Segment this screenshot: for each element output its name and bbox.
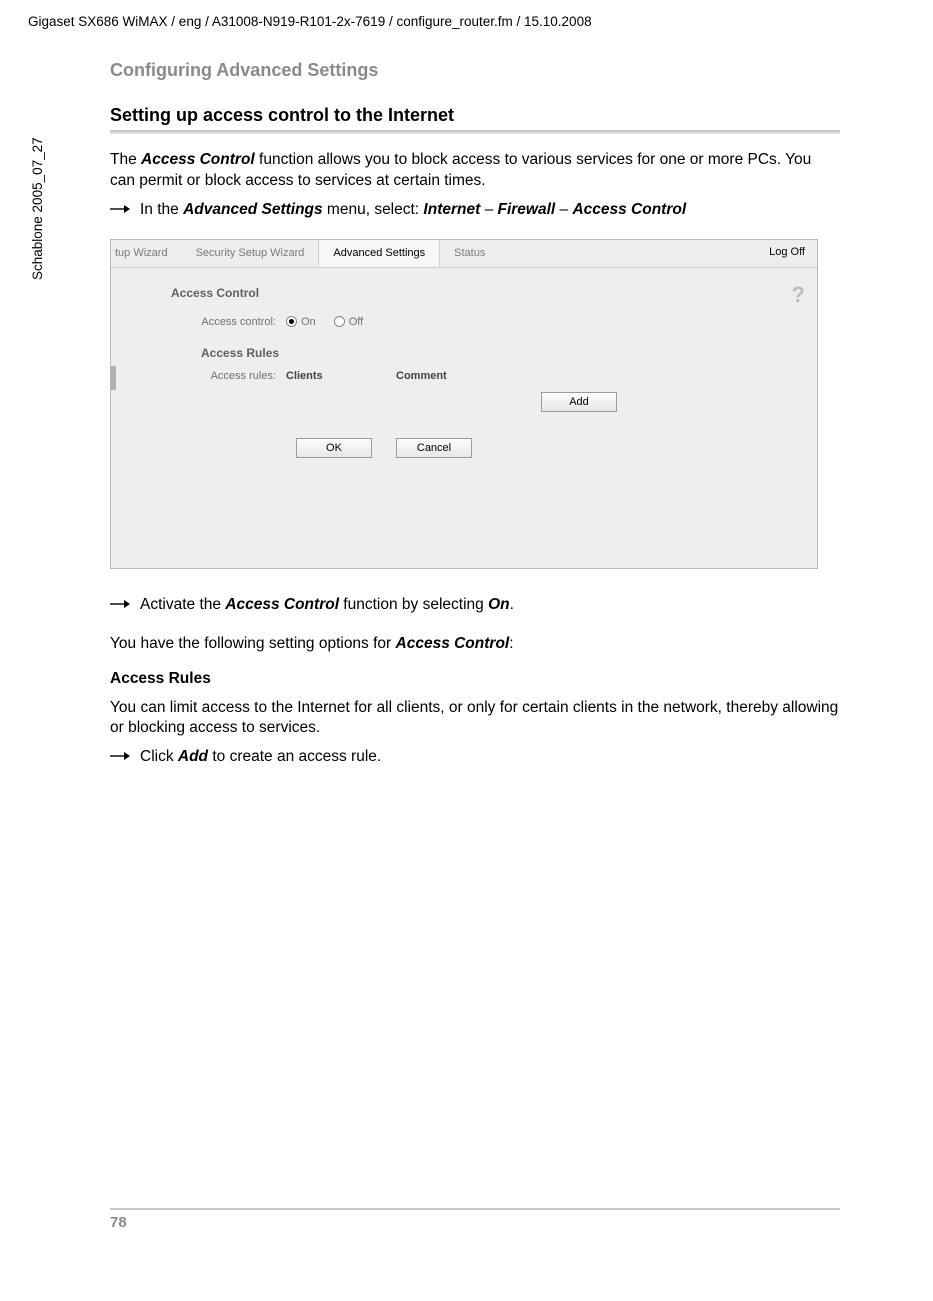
tab-status[interactable]: Status: [440, 240, 499, 267]
click-prefix: Click: [140, 748, 178, 765]
access-rules-label: Access rules:: [171, 370, 286, 382]
access-rules-heading: Access Rules: [110, 669, 840, 690]
radio-off[interactable]: [334, 316, 345, 327]
options-end: :: [509, 635, 513, 652]
options-line: You have the following setting options f…: [110, 634, 840, 655]
nav-instruction: In the Advanced Settings menu, select: I…: [140, 200, 686, 221]
add-button[interactable]: Add: [541, 392, 617, 412]
radio-on-label: On: [301, 316, 316, 328]
nav-path-1: Internet: [423, 201, 480, 218]
nav-sep-1: –: [480, 201, 497, 218]
arrow-icon: [110, 204, 130, 214]
nav-path-2: Firewall: [498, 201, 556, 218]
router-ui-screenshot: tup Wizard Security Setup Wizard Advance…: [110, 239, 818, 569]
activate-line: Activate the Access Control function by …: [140, 595, 514, 616]
access-rules-body: You can limit access to the Internet for…: [110, 698, 840, 740]
activate-prefix: Activate the: [140, 596, 225, 613]
page-number: 78: [110, 1208, 840, 1231]
section-title: Configuring Advanced Settings: [110, 60, 840, 81]
access-control-radio-group: On Off: [286, 316, 363, 328]
ok-button[interactable]: OK: [296, 438, 372, 458]
activate-on: On: [488, 596, 510, 613]
side-handle: [110, 366, 116, 390]
tab-setup-wizard-partial[interactable]: tup Wizard: [111, 240, 182, 267]
radio-on[interactable]: [286, 316, 297, 327]
intro-bold-1: Access Control: [141, 151, 255, 168]
activate-bold: Access Control: [225, 596, 339, 613]
col-header-clients: Clients: [286, 370, 396, 382]
nav-sep-2: –: [555, 201, 572, 218]
click-add-line: Click Add to create an access rule.: [140, 747, 381, 768]
intro-text-1: The: [110, 151, 141, 168]
cancel-button[interactable]: Cancel: [396, 438, 472, 458]
panel-title: Access Control: [171, 286, 797, 300]
arrow-icon: [110, 751, 130, 761]
activate-mid: function by selecting: [339, 596, 488, 613]
nav-mid: menu, select:: [323, 201, 424, 218]
template-note: Schablone 2005_07_27: [30, 137, 45, 280]
help-icon[interactable]: ?: [792, 282, 805, 308]
access-rules-subtitle: Access Rules: [201, 346, 797, 360]
radio-off-label: Off: [349, 316, 363, 328]
tab-advanced-settings[interactable]: Advanced Settings: [318, 240, 440, 267]
tab-bar: tup Wizard Security Setup Wizard Advance…: [111, 240, 817, 268]
activate-end: .: [510, 596, 514, 613]
logoff-link[interactable]: Log Off: [769, 246, 805, 258]
doc-header-path: Gigaset SX686 WiMAX / eng / A31008-N919-…: [28, 14, 592, 29]
subsection-title: Setting up access control to the Interne…: [110, 105, 840, 126]
title-rule: [110, 130, 840, 134]
access-control-label: Access control:: [171, 316, 286, 328]
col-header-comment: Comment: [396, 370, 506, 382]
nav-prefix: In the: [140, 201, 183, 218]
intro-paragraph: The Access Control function allows you t…: [110, 150, 840, 192]
click-bold: Add: [178, 748, 208, 765]
click-suffix: to create an access rule.: [208, 748, 381, 765]
nav-path-3: Access Control: [572, 201, 686, 218]
options-bold: Access Control: [396, 635, 510, 652]
arrow-icon: [110, 599, 130, 609]
tab-security-setup-wizard[interactable]: Security Setup Wizard: [182, 240, 319, 267]
nav-menu: Advanced Settings: [183, 201, 323, 218]
options-prefix: You have the following setting options f…: [110, 635, 396, 652]
